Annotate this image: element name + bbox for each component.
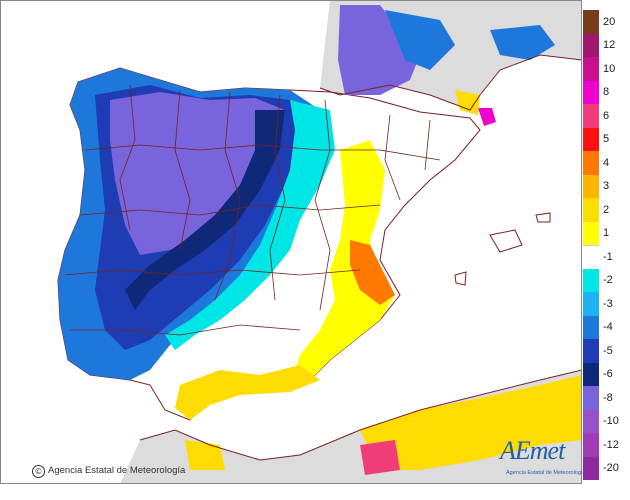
legend-label: -2 <box>603 274 613 287</box>
legend-label: 8 <box>603 86 610 99</box>
logo-subtitle: Agencia Estatal de Meteorología <box>506 470 586 476</box>
legend-swatch <box>583 104 599 128</box>
anomaly-pyrenees <box>338 5 420 95</box>
credit-text: Agencia Estatal de Meteorología <box>48 465 186 476</box>
temperature-anomaly-map <box>0 0 582 484</box>
legend-swatch <box>583 174 599 198</box>
anomaly-hot-point <box>478 108 496 126</box>
legend-swatch <box>583 245 599 270</box>
france-coastline <box>319 54 582 111</box>
anomaly-alps <box>490 25 555 60</box>
legend-label: -3 <box>603 297 613 310</box>
anomaly-cyan-fringe <box>165 100 335 350</box>
legend-swatch <box>583 151 599 175</box>
legend-swatch <box>583 362 599 386</box>
anomaly-warm-africa <box>360 375 582 470</box>
legend-label: -4 <box>603 321 613 334</box>
legend-label: -6 <box>603 368 613 381</box>
legend-swatch <box>583 221 599 245</box>
legend-label: -12 <box>603 438 619 451</box>
legend-swatch <box>583 80 599 104</box>
legend-swatch <box>583 10 599 34</box>
legend-label: -10 <box>603 415 619 428</box>
legend-label: -20 <box>603 462 619 475</box>
legend-label: -1 <box>603 250 613 263</box>
province-borders <box>64 84 441 336</box>
anomaly-pyrenees-edge <box>385 10 455 70</box>
legend-label: 4 <box>603 156 610 169</box>
balearic-mallorca <box>489 229 523 253</box>
legend-swatch <box>583 268 599 292</box>
legend-swatch <box>583 409 599 433</box>
anomaly-coldest-center <box>110 92 285 255</box>
anomaly-warmer-east <box>350 240 395 305</box>
logo-word: AEmet <box>500 436 565 465</box>
anomaly-hot-africa <box>360 440 400 475</box>
legend-label: 2 <box>603 203 610 216</box>
legend-label: 6 <box>603 109 610 122</box>
anomaly-warm-south <box>175 365 320 420</box>
africa-coastline <box>139 369 582 461</box>
legend-swatch <box>583 57 599 81</box>
anomaly-warm-catalonia <box>455 90 480 115</box>
legend-label: 20 <box>603 15 616 28</box>
legend-swatch <box>583 198 599 222</box>
legend-swatch <box>583 456 599 480</box>
legend-swatch <box>583 315 599 339</box>
copyright-icon: © <box>32 465 45 478</box>
legend-label: 12 <box>603 39 616 52</box>
legend-label: 3 <box>603 180 610 193</box>
anomaly-warm-east <box>290 140 395 385</box>
legend-swatch <box>583 127 599 151</box>
legend-swatch <box>583 33 599 57</box>
legend-swatch <box>583 433 599 457</box>
color-legend: 20 12 10 8 6 5 4 3 2 1 -1 -2 -3 -4 -5 -6 -8 -10 -12 -20 <box>583 10 629 480</box>
legend-label: 1 <box>603 227 610 240</box>
aemet-logo: AEmet Agencia Estatal de Meteorología <box>496 436 586 482</box>
anomaly-dark-band <box>125 110 285 310</box>
map-border <box>0 0 582 484</box>
legend-swatch <box>583 339 599 363</box>
balearic-menorca <box>535 212 551 223</box>
legend-swatch <box>583 386 599 410</box>
legend-label: -8 <box>603 391 613 404</box>
legend-label: -5 <box>603 344 613 357</box>
legend-label: 10 <box>603 62 616 75</box>
legend-label: 5 <box>603 133 610 146</box>
legend-swatch <box>583 292 599 316</box>
anomaly-warm-morocco <box>185 440 225 470</box>
balearic-ibiza <box>454 271 467 286</box>
